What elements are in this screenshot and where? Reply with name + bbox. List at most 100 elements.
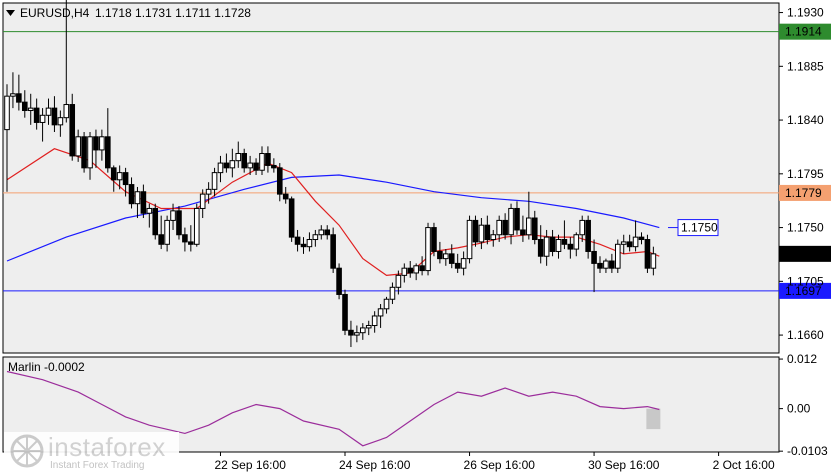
candle[interactable] xyxy=(33,98,40,130)
candle[interactable] xyxy=(472,215,479,247)
candle[interactable] xyxy=(282,186,289,204)
candle[interactable] xyxy=(549,229,556,257)
menu-triangle-icon[interactable] xyxy=(6,10,15,16)
candle[interactable] xyxy=(318,225,325,240)
candle[interactable] xyxy=(57,110,64,137)
candle[interactable] xyxy=(4,84,10,192)
candle[interactable] xyxy=(324,225,331,240)
candle[interactable] xyxy=(425,222,431,276)
candle[interactable] xyxy=(514,201,520,235)
candle[interactable] xyxy=(182,227,188,252)
candle[interactable] xyxy=(502,213,508,240)
candle[interactable] xyxy=(377,304,384,328)
candle[interactable] xyxy=(401,263,408,283)
candle[interactable] xyxy=(632,220,639,252)
candle[interactable] xyxy=(116,165,123,190)
candle[interactable] xyxy=(591,239,597,293)
candle[interactable] xyxy=(271,158,277,173)
candle[interactable] xyxy=(437,241,443,264)
candle[interactable] xyxy=(579,215,586,242)
candle[interactable] xyxy=(360,323,366,340)
candle[interactable] xyxy=(241,148,247,173)
candle[interactable] xyxy=(585,215,591,259)
candle[interactable] xyxy=(508,203,514,245)
candle[interactable] xyxy=(638,232,645,245)
candle[interactable] xyxy=(223,153,230,173)
candle[interactable] xyxy=(99,129,105,161)
candle[interactable] xyxy=(288,196,295,242)
candle[interactable] xyxy=(413,263,419,281)
candle[interactable] xyxy=(199,189,206,219)
candle[interactable] xyxy=(454,253,461,273)
candle[interactable] xyxy=(27,93,34,125)
candle[interactable] xyxy=(39,108,46,142)
candle[interactable] xyxy=(626,234,633,252)
candle[interactable] xyxy=(87,132,93,180)
candle[interactable] xyxy=(466,215,473,264)
candle[interactable] xyxy=(561,220,568,250)
candle[interactable] xyxy=(69,93,76,161)
candle[interactable] xyxy=(395,270,402,295)
candle[interactable] xyxy=(259,146,265,176)
candle[interactable] xyxy=(164,215,170,252)
candle[interactable] xyxy=(609,253,615,273)
candle[interactable] xyxy=(235,141,242,168)
candle[interactable] xyxy=(490,229,497,247)
candle[interactable] xyxy=(105,108,111,173)
candle[interactable] xyxy=(597,256,603,273)
candle[interactable] xyxy=(354,325,360,343)
candle[interactable] xyxy=(122,167,129,197)
candle[interactable] xyxy=(460,251,467,276)
candle[interactable] xyxy=(51,96,58,133)
candle[interactable] xyxy=(146,203,153,228)
candle[interactable] xyxy=(537,225,544,264)
candle[interactable] xyxy=(573,232,580,257)
candle[interactable] xyxy=(152,203,159,240)
candle[interactable] xyxy=(603,258,609,273)
candle[interactable] xyxy=(170,203,176,230)
candle[interactable] xyxy=(383,296,390,314)
candle[interactable] xyxy=(217,155,224,183)
candle[interactable] xyxy=(140,184,147,219)
candle[interactable] xyxy=(306,232,313,252)
candle[interactable] xyxy=(650,246,657,276)
candle[interactable] xyxy=(10,72,16,109)
candle[interactable] xyxy=(134,186,141,219)
candle[interactable] xyxy=(389,282,396,305)
candle[interactable] xyxy=(247,155,253,176)
candle[interactable] xyxy=(555,234,562,259)
candle[interactable] xyxy=(520,215,526,242)
candle[interactable] xyxy=(193,203,200,247)
candle[interactable] xyxy=(431,222,437,257)
candle[interactable] xyxy=(543,229,550,266)
candle[interactable] xyxy=(567,237,574,259)
candle[interactable] xyxy=(348,320,354,348)
candle[interactable] xyxy=(211,167,218,197)
candle[interactable] xyxy=(336,263,342,300)
candle[interactable] xyxy=(478,218,485,250)
candle[interactable] xyxy=(312,229,319,247)
candle[interactable] xyxy=(81,132,87,173)
candle[interactable] xyxy=(300,237,307,254)
candle[interactable] xyxy=(110,165,117,192)
candle[interactable] xyxy=(443,249,449,266)
candle[interactable] xyxy=(531,210,538,245)
candle[interactable] xyxy=(16,74,22,111)
candle[interactable] xyxy=(276,163,283,202)
candle[interactable] xyxy=(63,0,70,123)
candle[interactable] xyxy=(93,129,99,168)
candle[interactable] xyxy=(448,244,455,269)
candle[interactable] xyxy=(644,234,651,273)
candle[interactable] xyxy=(371,311,378,333)
candle[interactable] xyxy=(365,320,372,336)
candle[interactable] xyxy=(484,215,491,245)
candle[interactable] xyxy=(75,129,81,162)
candle[interactable] xyxy=(342,289,348,336)
candle[interactable] xyxy=(294,229,301,252)
candle[interactable] xyxy=(614,239,621,273)
candle[interactable] xyxy=(21,90,28,118)
candle[interactable] xyxy=(496,215,502,242)
candle[interactable] xyxy=(229,148,236,178)
candle[interactable] xyxy=(526,191,532,240)
candle[interactable] xyxy=(419,256,425,276)
